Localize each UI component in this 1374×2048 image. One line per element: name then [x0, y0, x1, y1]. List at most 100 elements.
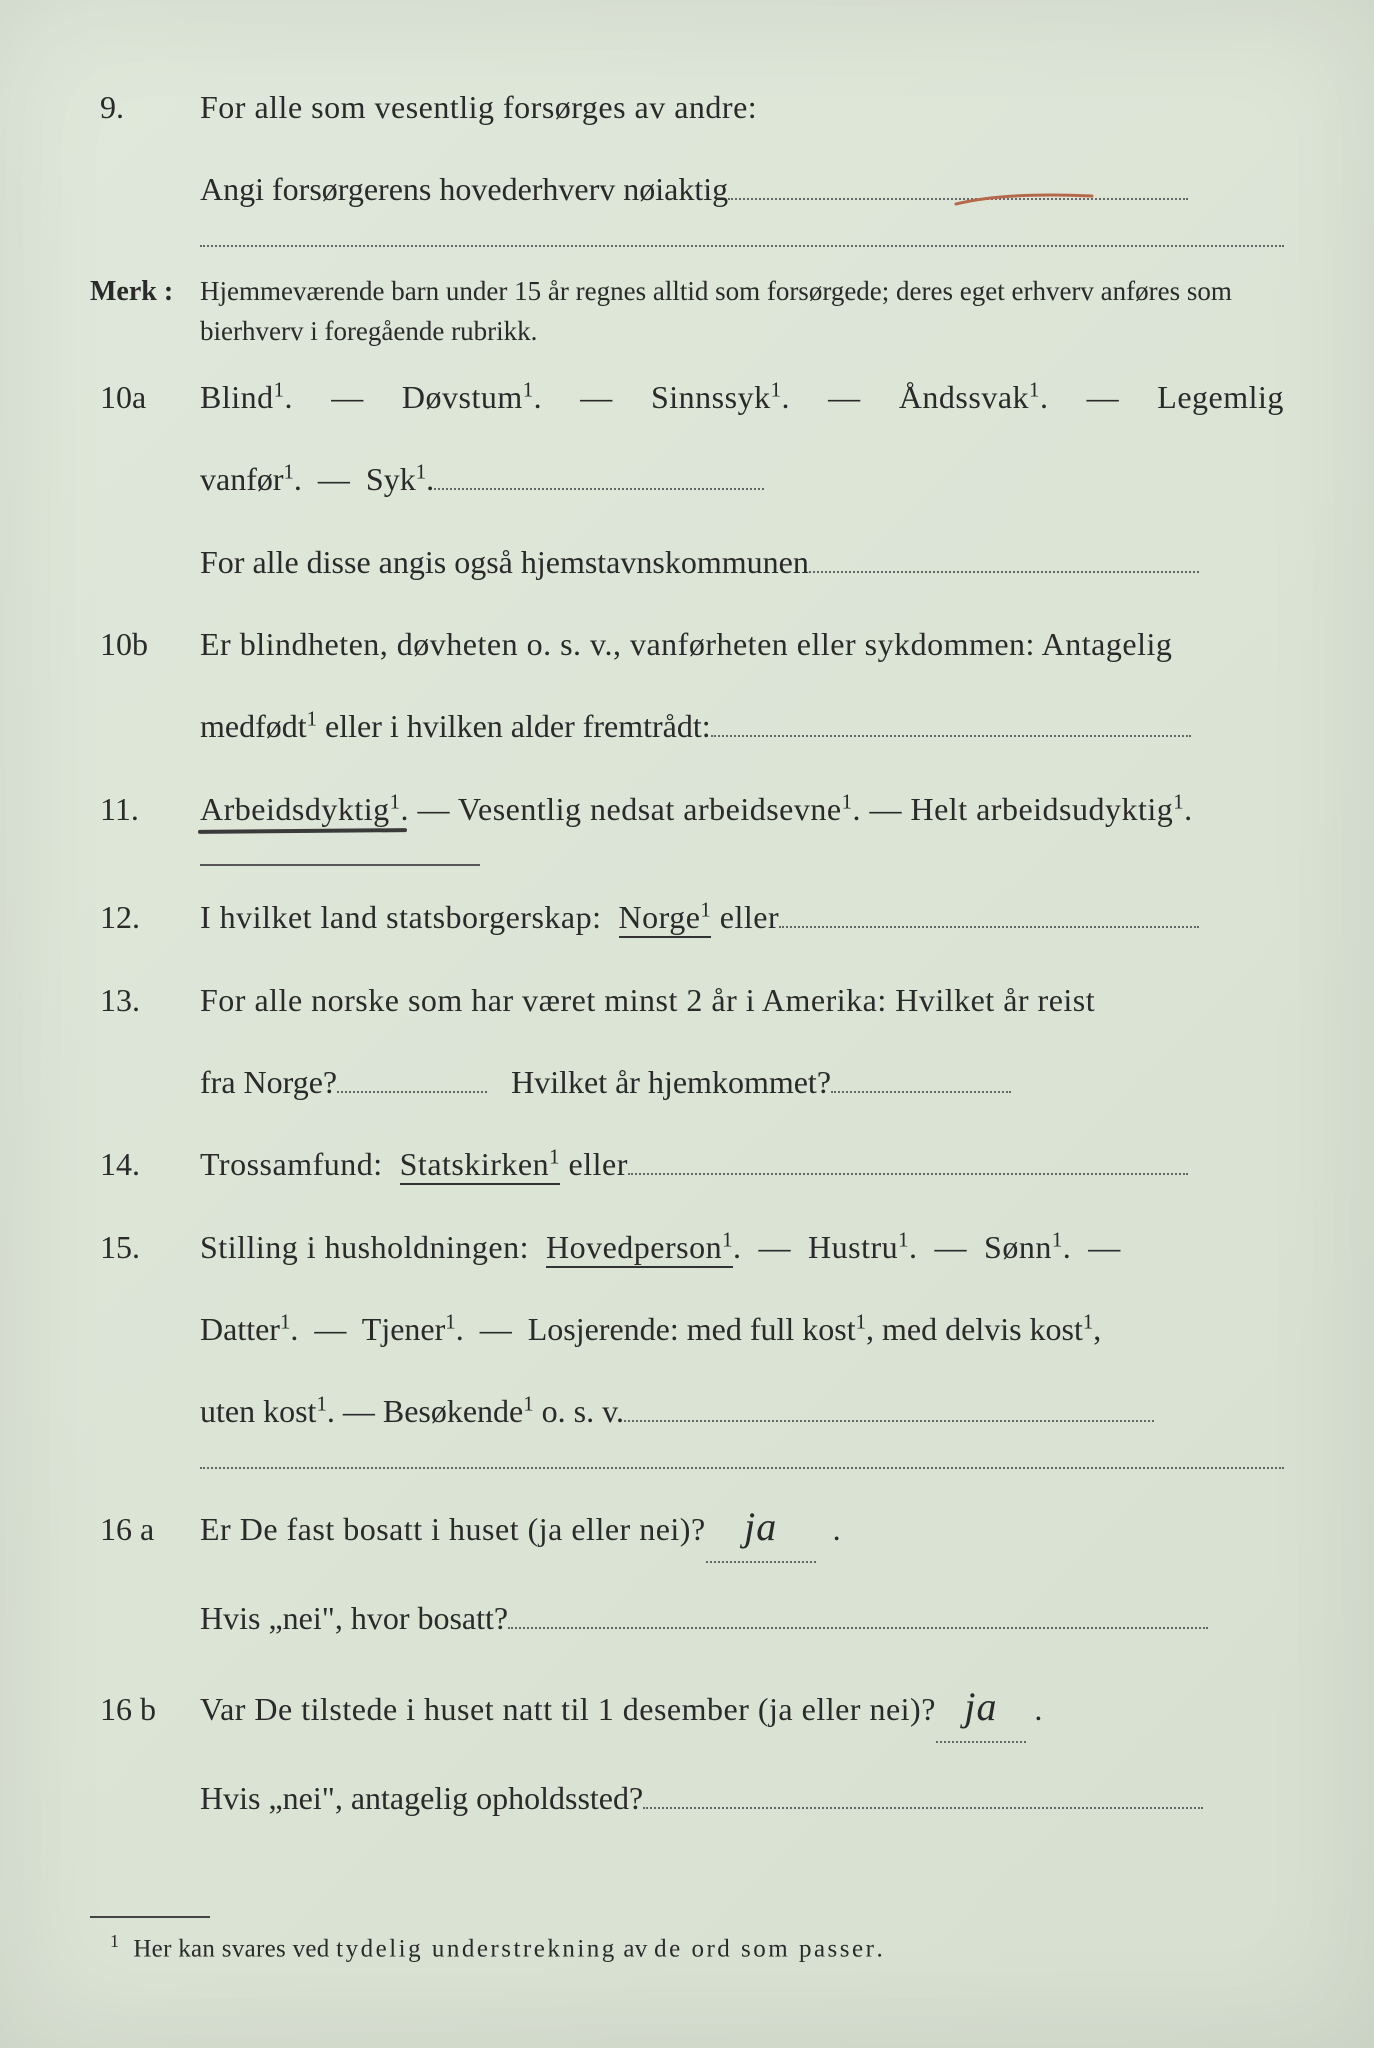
footnote-emph2: de ord som passer [654, 1935, 876, 1962]
q10a-line3-text: For alle disse angis også hjemstavnskomm… [200, 544, 809, 580]
question-14: 14. Trossamfund: Statskirken1 eller [90, 1137, 1284, 1191]
q14-blank [628, 1173, 1188, 1175]
q16b-answer-blank: ja [936, 1673, 1026, 1743]
sup-icon: 1 [1083, 1310, 1093, 1333]
question-9: 9. For alle som vesentlig forsørges av a… [90, 80, 1284, 134]
q9-line2: Angi forsørgerens hovederhverv nøiaktig [200, 162, 1284, 216]
footnote-emph1: tydelig understrekning [336, 1935, 617, 1962]
question-13: 13. For alle norske som har været minst … [90, 973, 1284, 1027]
q15-tjener: Tjener [362, 1311, 446, 1347]
q15-line2: Datter1. — Tjener1. — Losjerende: med fu… [200, 1302, 1284, 1356]
q10a-vanfor: vanfør [200, 461, 284, 497]
q16a-answer: ja [744, 1504, 777, 1549]
q12-text-b: eller [711, 899, 779, 935]
q15-sonn: Sønn [984, 1229, 1052, 1265]
q11-opt3: Helt arbeidsudyktig [910, 791, 1173, 827]
question-11: 11. Arbeidsdyktig1. — Vesentlig nedsat a… [90, 782, 1284, 836]
q15-uten: uten kost [200, 1393, 316, 1429]
q10a-line3: For alle disse angis også hjemstavnskomm… [200, 535, 1284, 589]
q13-line2: fra Norge? Hvilket år hjemkommet? [200, 1055, 1284, 1109]
q10a-opt4: Åndssvak1. [899, 370, 1049, 424]
dash-sep: — [580, 370, 613, 424]
q15-text-a: Stilling i husholdningen: [200, 1229, 537, 1265]
q10a-opt1: Blind1. [200, 370, 293, 424]
sup-icon: 1 [307, 708, 317, 731]
question-12: 12. I hvilket land statsborgerskap: Norg… [90, 890, 1284, 944]
sup-icon: 1 [523, 1393, 533, 1416]
q15-number: 15. [90, 1220, 200, 1274]
sup-icon: 1 [1029, 378, 1040, 401]
q14-stats-text: Statskirken [400, 1146, 549, 1182]
q15-line1: Stilling i husholdningen: Hovedperson1. … [200, 1220, 1284, 1274]
q10b-medfodt: medfødt [200, 708, 307, 744]
q10a-opt5: Legemlig [1157, 370, 1284, 424]
q10a-opt2-text: Døvstum [402, 379, 523, 415]
sup-icon: 1 [445, 1310, 455, 1333]
q14-text-b: eller [560, 1146, 628, 1182]
q14-number: 14. [90, 1137, 200, 1191]
sup-icon: 1 [898, 1228, 909, 1251]
q15-hovedperson-selected: Hovedperson1 [546, 1229, 733, 1268]
question-16a: 16 a Er De fast bosatt i huset (ja eller… [90, 1493, 1284, 1563]
q15-osv: o. s. v. [534, 1393, 624, 1429]
merk-note: Merk : Hjemmeværende barn under 15 år re… [90, 271, 1284, 352]
q13-blank1 [337, 1091, 487, 1093]
q10b-line2: medfødt1 eller i hvilken alder fremtrådt… [200, 699, 1284, 753]
sup-icon: 1 [280, 1310, 290, 1333]
q10a-number: 10a [90, 370, 200, 424]
q10a-line2: vanfør1. — Syk1. [200, 452, 1284, 506]
q9-line1: For alle som vesentlig forsørges av andr… [200, 80, 1284, 134]
sup-icon: 1 [1052, 1228, 1063, 1251]
q13-hjem: Hvilket år hjemkommet? [511, 1064, 831, 1100]
q14-text-a: Trossamfund: [200, 1146, 391, 1182]
sup-icon: 1 [722, 1228, 733, 1251]
q16b-line2: Hvis „nei", antagelig opholdssted? [200, 1771, 1284, 1825]
q12-blank [779, 926, 1199, 928]
question-15: 15. Stilling i husholdningen: Hovedperso… [90, 1220, 1284, 1274]
q9-line2-text: Angi forsørgerens hovederhverv nøiaktig [200, 171, 728, 207]
dash-sep: — [1087, 370, 1120, 424]
q11-number: 11. [90, 782, 200, 836]
q16a-answer-blank: ja [706, 1493, 816, 1563]
q15-besok: Besøkende [383, 1393, 523, 1429]
q11-content: Arbeidsdyktig1. — Vesentlig nedsat arbei… [200, 782, 1284, 836]
q14-statskirken-selected: Statskirken1 [400, 1146, 560, 1185]
merk-text: Hjemmeværende barn under 15 år regnes al… [200, 271, 1284, 352]
q10a-line1: Blind1. — Døvstum1. — Sinnssyk1. — Åndss… [200, 370, 1284, 424]
sup-icon: 1 [549, 1146, 560, 1169]
q14-content: Trossamfund: Statskirken1 eller [200, 1137, 1284, 1191]
q15-losj: Losjerende: med full kost [528, 1311, 856, 1347]
dash-sep: — [331, 370, 364, 424]
q10a-blank2 [809, 571, 1199, 573]
divider-after-15 [200, 1467, 1284, 1469]
q16a-number: 16 a [90, 1502, 200, 1556]
q10b-rest: eller i hvilken alder fremtrådt: [317, 708, 711, 744]
sup-icon: 1 [274, 378, 285, 401]
q10b-number: 10b [90, 617, 200, 671]
q15-blank [624, 1420, 1154, 1422]
q15-datter: Datter [200, 1311, 280, 1347]
q10a-opt3: Sinnssyk1. [651, 370, 790, 424]
footnote-rule [90, 1916, 210, 1918]
footnote-text: Her kan svares ved tydelig understreknin… [133, 1935, 883, 1962]
q10a-opt1-text: Blind [200, 379, 274, 415]
q16a-line1: Er De fast bosatt i huset (ja eller nei)… [200, 1493, 1284, 1563]
footnote-number: 1 [110, 1931, 119, 1951]
q13-fra: fra Norge? [200, 1064, 337, 1100]
q16a-blank [508, 1627, 1208, 1629]
q10b-blank [711, 735, 1191, 737]
document-page: 9. For alle som vesentlig forsørges av a… [0, 0, 1374, 2048]
footnote: 1 Her kan svares ved tydelig understrekni… [110, 1931, 883, 1963]
dash-sep: — [828, 370, 861, 424]
sup-icon: 1 [700, 898, 711, 921]
q13-line1: For alle norske som har været minst 2 år… [200, 973, 1284, 1027]
q12-content: I hvilket land statsborgerskap: Norge1 e… [200, 890, 1284, 944]
q9-blank [728, 198, 1188, 200]
q10a-opt2: Døvstum1. [402, 370, 542, 424]
q13-blank2 [831, 1091, 1011, 1093]
q11-opt1-selected: Arbeidsdyktig1 [200, 791, 401, 827]
q11-opt1-text: Arbeidsdyktig [200, 791, 390, 827]
sup-icon: 1 [390, 790, 401, 813]
q16b-number: 16 b [90, 1682, 200, 1736]
q10a-opt3-text: Sinnssyk [651, 379, 771, 415]
